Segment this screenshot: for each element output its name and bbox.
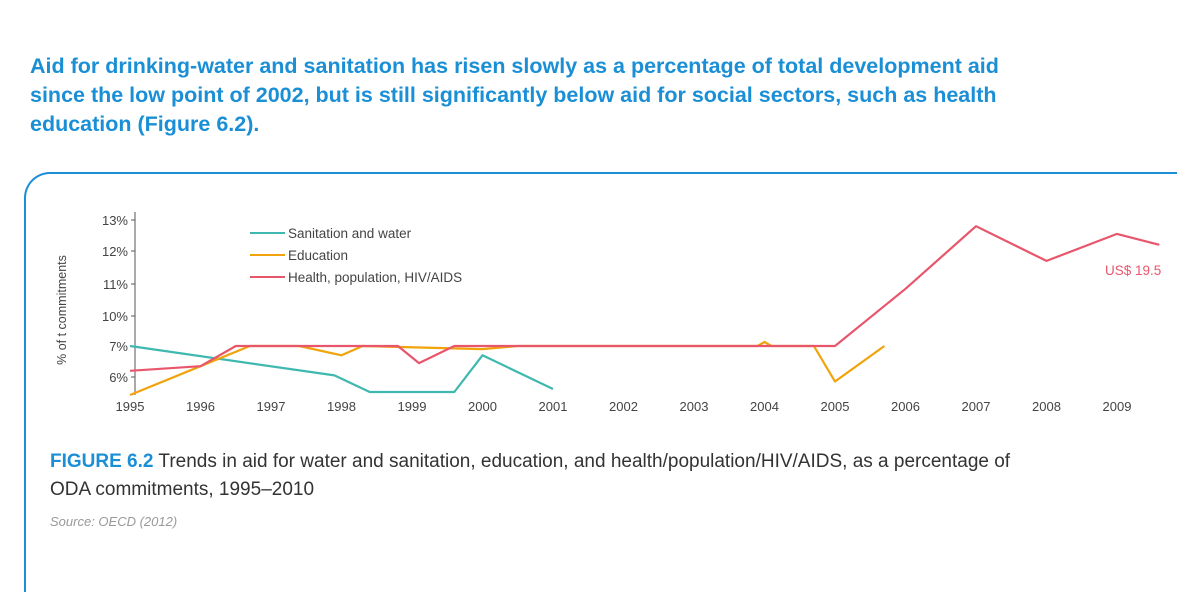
y-tick-label: 6% [109,370,128,385]
caption-text-1: Trends in aid for water and sanitation, … [153,451,1011,472]
line-chart: 6% 7% 10% 11% 12% 13% % of t commitments 1995 19… [55,212,1161,414]
series-line-3 [129,225,1160,372]
x-tick-label: 2000 [468,399,497,414]
x-tick-label: 1999 [398,399,427,414]
legend-label: Education [288,248,348,263]
x-tick-label: 2003 [680,399,709,414]
x-tick-label: 2008 [1032,399,1061,414]
x-tick-label: 2001 [539,399,568,414]
x-tick-label: 2009 [1103,399,1132,414]
x-tick-label: 1997 [257,399,286,414]
y-tick-label: 12% [102,244,128,259]
x-tick-label: 2006 [891,399,920,414]
y-axis-label: % of t commitments [55,255,69,365]
heading-line-3: education (Figure 6.2). [30,112,260,136]
x-tick-label: 2005 [821,399,850,414]
intro-heading: Aid for drinking-water and sanitation ha… [30,52,1177,139]
y-tick-label: 10% [102,309,128,324]
x-tick-label: 1998 [327,399,356,414]
y-tick-label: 13% [102,213,128,228]
figure-label: FIGURE 6.2 [50,451,154,472]
y-tick-label: 7% [109,339,128,354]
caption-text-2: ODA commitments, 1995–2010 [50,479,315,500]
source-note: Source: OECD (2012) [50,514,178,529]
series-line-1 [129,344,554,394]
heading-line-2: since the low point of 2002, but is stil… [30,83,997,107]
legend-label: Sanitation and water [288,226,412,241]
value-annotation: US$ 19.5 [1105,263,1161,278]
y-tick-label: 11% [103,277,128,292]
heading-line-1: Aid for drinking-water and sanitation ha… [30,54,999,78]
figure-frame [24,172,1177,592]
x-tick-label: 1996 [186,399,215,414]
x-tick-label: 2004 [750,399,779,414]
x-tick-label: 2007 [962,399,991,414]
x-tick-label: 2002 [609,399,638,414]
x-tick-label: 1995 [116,399,145,414]
figure-caption: FIGURE 6.2 Trends in aid for water and s… [50,448,1177,504]
series-line-2 [129,340,886,397]
legend-label: Health, population, HIV/AIDS [288,270,462,285]
